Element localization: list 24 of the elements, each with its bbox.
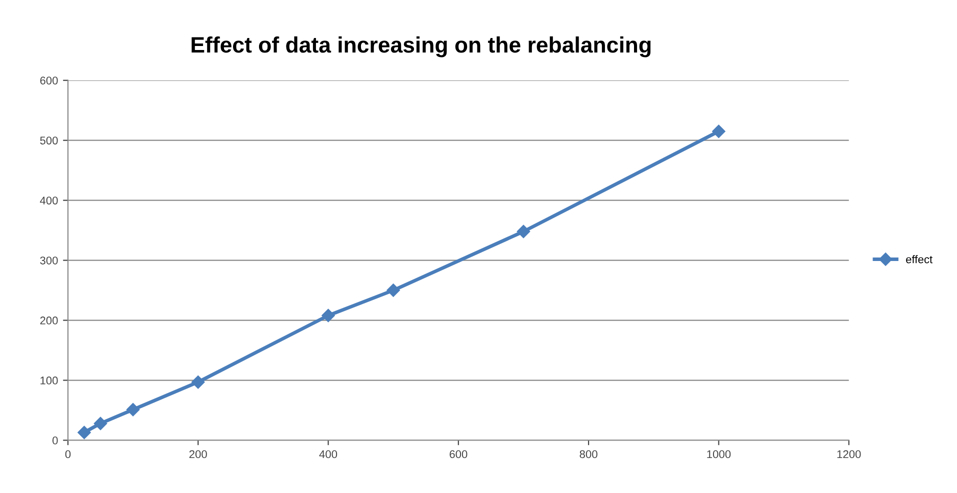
y-tick-label: 100 — [40, 376, 58, 384]
point — [386, 284, 400, 297]
point — [322, 308, 335, 322]
x-tick-label: 1000 — [707, 450, 731, 458]
y-tick-label: 600 — [40, 76, 58, 84]
y-tick-label: 500 — [40, 136, 58, 144]
x-tick-label: 200 — [189, 450, 207, 458]
x-tick-label: 0 — [65, 450, 71, 458]
point — [94, 416, 108, 430]
y-tick-label: 200 — [40, 316, 58, 324]
point — [516, 224, 530, 238]
point — [126, 403, 140, 416]
x-tick-label: 800 — [580, 450, 598, 458]
point — [192, 375, 205, 389]
chart-title: Effect of data increasing on the rebalancing — [192, 36, 651, 58]
y-tick-label: 400 — [40, 196, 58, 204]
x-tick-label: 600 — [450, 450, 468, 458]
x-tick-label: 400 — [319, 450, 338, 458]
x-tick-label: 1200 — [837, 450, 861, 458]
y-tick-label: 300 — [40, 256, 58, 264]
legend-label: effect — [906, 255, 932, 264]
point — [78, 426, 91, 440]
point — [712, 124, 726, 138]
y-tick-label: 0 — [52, 436, 58, 444]
